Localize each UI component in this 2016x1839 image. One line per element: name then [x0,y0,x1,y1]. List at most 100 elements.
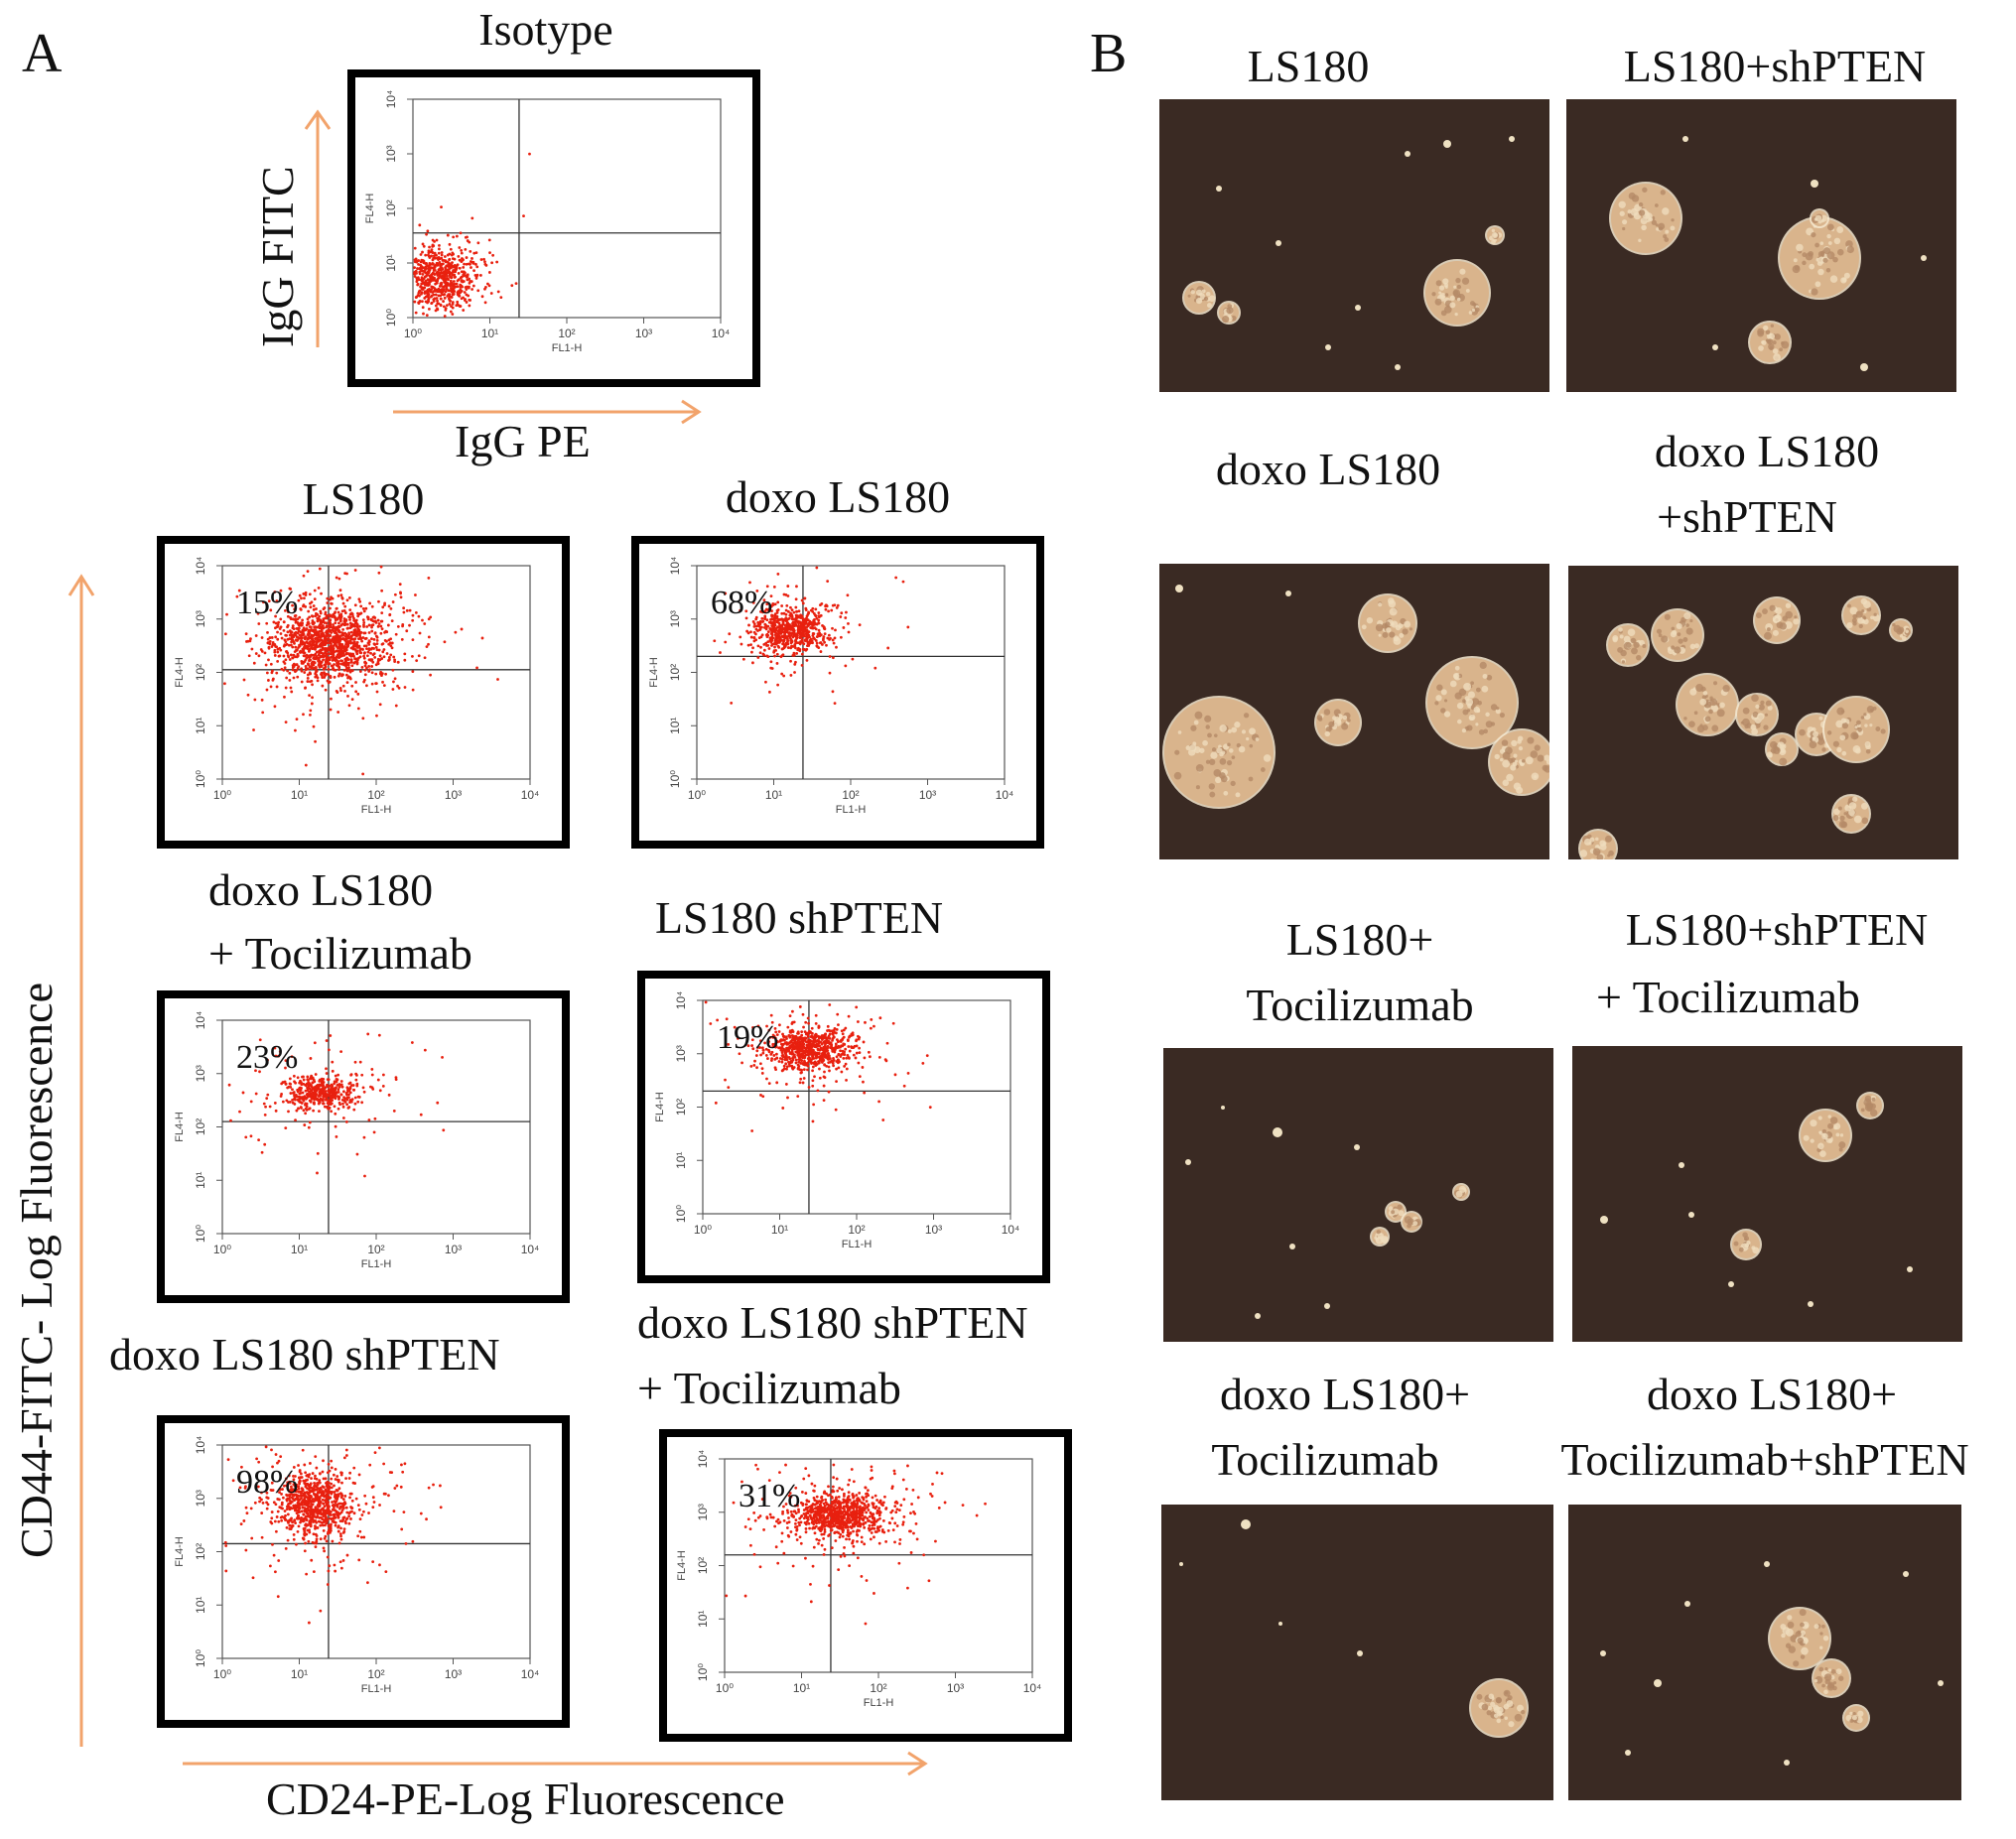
flow-event [297,1107,300,1111]
flow-event [773,602,777,606]
flow-event [428,245,431,249]
flow-event [338,617,342,621]
flow-event [286,1512,290,1516]
flow-event [820,1035,823,1038]
flow-event [823,1063,827,1067]
flow-event [326,1471,330,1475]
x-channel-label: FL1-H [842,1239,873,1250]
flow-event [348,639,352,643]
flow-event [801,1051,805,1055]
flow-plot-ls180-canvas: 10⁰10⁰10¹10¹10²10²10³10³10⁴10⁴FL1-HFL4-H… [174,557,539,816]
flow-event [277,1519,281,1523]
flow-event [773,633,777,637]
flow-event [333,668,336,672]
flow-event [305,1500,308,1504]
flow-event [801,640,804,644]
flow-event [307,633,311,637]
flow-event [308,1093,312,1097]
flow-event [777,621,781,625]
flow-event [447,293,451,297]
flow-event [799,1061,803,1065]
flow-event [311,1498,315,1501]
flow-event [382,1462,386,1466]
flow-event [347,704,351,708]
flow-event [342,668,346,672]
flow-event [289,617,293,620]
flow-event [374,634,378,638]
x-tick-label: 10¹ [771,1223,788,1237]
flow-event [843,1043,847,1046]
flow-event [751,1047,755,1051]
flow-event [456,285,460,289]
flow-event [332,623,335,626]
flow-event [316,1511,319,1514]
flow-event [306,662,310,666]
flow-event [336,1083,339,1087]
flow-event [333,615,336,619]
flow-event [756,656,760,659]
flow-event [832,1064,835,1068]
flow-event [327,1048,331,1052]
flow-event [331,647,335,650]
flow-event [329,1526,333,1530]
flow-event [416,282,420,286]
y-tick-label: 10⁰ [194,770,207,788]
y-channel-label: FL4-H [364,194,376,224]
flow-event [357,1508,361,1511]
flow-event [823,640,827,644]
flow-event [385,652,389,655]
flow-event [828,1069,831,1073]
flow-event [312,1109,316,1113]
flow-event [302,1109,306,1113]
flow-event [327,1481,331,1485]
flow-event [359,1535,363,1539]
flow-event [411,613,415,617]
flow-event [360,1101,364,1105]
flow-event [266,1058,269,1062]
flow-event [437,251,441,255]
flow-event [780,611,784,615]
flow-event [325,653,329,656]
flow-event [448,303,452,306]
flow-event [440,205,443,209]
flow-event [367,1511,370,1514]
flow-event [298,1092,302,1096]
flow-event [289,686,293,690]
flow-event [791,1009,794,1013]
flow-event [757,624,761,628]
flow-event [469,249,472,253]
flow-event [838,1060,841,1064]
flow-event [311,696,314,700]
flow-event [295,718,299,722]
flow-event [284,650,288,653]
flow-event [286,669,290,673]
flow-event [304,668,308,672]
flow-event [389,644,393,648]
flow-event [842,1056,846,1060]
flow-event [334,1112,337,1116]
flow-event [444,269,448,272]
flow-event [390,1471,394,1475]
flow-event [390,619,394,622]
flow-event [834,628,837,632]
flow-event [421,250,424,254]
flow-event [277,1054,281,1058]
flow-event [773,1042,777,1046]
flow-event [349,661,353,664]
flow-event [333,675,336,679]
flow-event [791,1044,795,1048]
flow-event [286,614,290,618]
flow-event [431,285,435,289]
flow-event [288,1502,291,1506]
flow-event [331,1092,335,1096]
flow-event [434,304,438,308]
flow-event [777,1030,781,1033]
flow-event [791,653,795,657]
flow-event [348,1091,352,1095]
flow-event [815,566,819,570]
flow-event [823,1054,827,1058]
y-tick-label: 10³ [194,1065,207,1082]
flow-event [265,671,269,675]
flow-event [292,1537,296,1541]
flow-event [928,1106,932,1110]
